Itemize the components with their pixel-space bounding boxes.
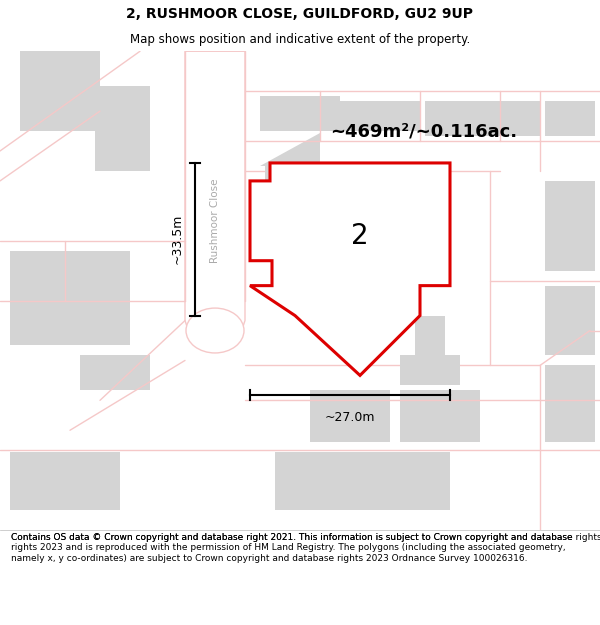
Polygon shape <box>545 181 595 271</box>
Polygon shape <box>185 51 245 349</box>
Ellipse shape <box>186 308 244 353</box>
Polygon shape <box>265 166 370 226</box>
Polygon shape <box>260 96 340 131</box>
Text: Contains OS data © Crown copyright and database right 2021. This information is : Contains OS data © Crown copyright and d… <box>11 533 572 562</box>
Polygon shape <box>80 356 150 391</box>
Polygon shape <box>545 101 595 136</box>
Text: ~27.0m: ~27.0m <box>325 411 375 424</box>
Polygon shape <box>400 391 480 442</box>
Polygon shape <box>545 286 595 356</box>
Text: 2, RUSHMOOR CLOSE, GUILDFORD, GU2 9UP: 2, RUSHMOOR CLOSE, GUILDFORD, GU2 9UP <box>127 8 473 21</box>
Polygon shape <box>425 101 540 136</box>
Text: ~33.5m: ~33.5m <box>170 214 184 264</box>
Polygon shape <box>95 131 150 171</box>
Text: 2: 2 <box>351 222 369 250</box>
Polygon shape <box>260 133 320 166</box>
Polygon shape <box>250 163 450 376</box>
Polygon shape <box>275 452 450 510</box>
Polygon shape <box>20 51 150 131</box>
Text: Contains OS data © Crown copyright and database right 2021. This information is : Contains OS data © Crown copyright and d… <box>11 533 600 542</box>
Polygon shape <box>10 452 120 510</box>
Text: Rushmoor Close: Rushmoor Close <box>210 179 220 263</box>
Polygon shape <box>10 251 130 346</box>
Text: Map shows position and indicative extent of the property.: Map shows position and indicative extent… <box>130 34 470 46</box>
Polygon shape <box>340 101 420 131</box>
Polygon shape <box>415 316 445 356</box>
Polygon shape <box>545 366 595 442</box>
Polygon shape <box>400 356 460 386</box>
Text: ~469m²/~0.116ac.: ~469m²/~0.116ac. <box>330 122 517 140</box>
Polygon shape <box>310 391 390 442</box>
